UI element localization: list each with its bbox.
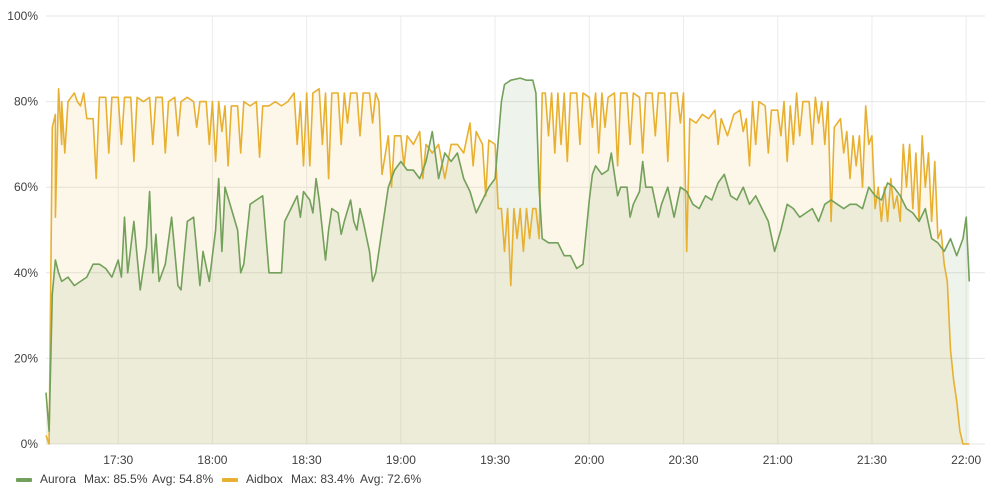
x-axis: 17:30 18:00 18:30 19:00 19:30 20:00 20:30 21:00… bbox=[103, 453, 981, 467]
legend-swatch-aidbox bbox=[222, 478, 238, 482]
legend-avg-aurora: Avg: 54.8% bbox=[152, 472, 213, 486]
x-tick-label: 18:00 bbox=[197, 453, 227, 467]
x-tick-label: 20:30 bbox=[668, 453, 698, 467]
series-line-aurora bbox=[45, 77, 971, 432]
area-aidbox bbox=[46, 88, 970, 445]
y-tick-label: 100% bbox=[7, 9, 38, 23]
y-axis: 0% 20% 40% 60% 80% 100% bbox=[7, 9, 38, 451]
x-tick-label: 17:30 bbox=[103, 453, 133, 467]
x-tick-label: 20:00 bbox=[574, 453, 604, 467]
y-tick-label: 0% bbox=[21, 437, 39, 451]
area-aurora bbox=[46, 78, 970, 444]
legend-swatch-aurora bbox=[16, 478, 32, 482]
y-tick-label: 40% bbox=[14, 266, 38, 280]
legend-max-aidbox: Max: 83.4% bbox=[291, 472, 355, 486]
x-tick-label: 21:30 bbox=[857, 453, 887, 467]
x-tick-label: 19:00 bbox=[386, 453, 416, 467]
x-tick-label: 22:00 bbox=[951, 453, 981, 467]
y-tick-label: 60% bbox=[14, 180, 38, 194]
series-layer bbox=[45, 77, 971, 445]
x-tick-label: 21:00 bbox=[763, 453, 793, 467]
legend-name-aurora: Aurora bbox=[40, 472, 76, 486]
y-tick-label: 20% bbox=[14, 351, 38, 365]
y-tick-label: 80% bbox=[14, 95, 38, 109]
legend-name-aidbox: Aidbox bbox=[246, 472, 283, 486]
legend-avg-aidbox: Avg: 72.6% bbox=[360, 472, 421, 486]
x-tick-label: 18:30 bbox=[292, 453, 322, 467]
grid bbox=[46, 15, 985, 445]
x-tick-label: 19:30 bbox=[480, 453, 510, 467]
series-line-aidbox bbox=[45, 88, 970, 445]
legend-max-aurora: Max: 85.5% bbox=[84, 472, 148, 486]
legend: Aurora Max: 85.5% Avg: 54.8% Aidbox Max: 83.… bbox=[16, 472, 421, 486]
